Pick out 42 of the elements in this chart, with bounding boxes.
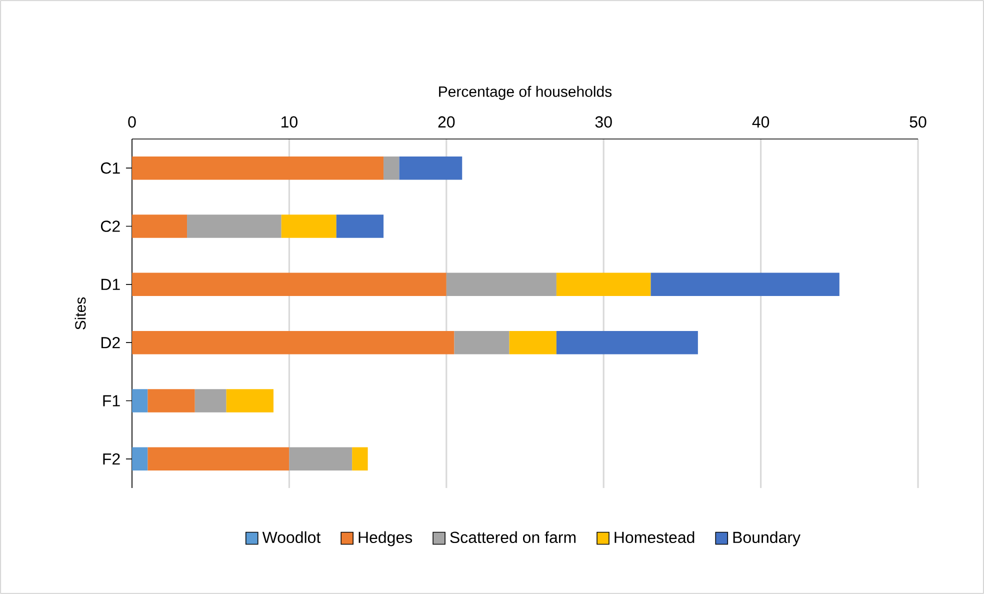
- bar: [454, 330, 510, 354]
- bar: [352, 447, 368, 471]
- bar: [281, 214, 336, 238]
- bar: [132, 156, 384, 180]
- y-tick-label: C1: [100, 162, 120, 174]
- bar: [556, 272, 651, 296]
- bar: [226, 389, 274, 412]
- legend-label: Woodlot: [262, 531, 321, 544]
- bar: [650, 272, 840, 296]
- bar: [556, 330, 698, 354]
- legend-label: Boundary: [733, 531, 800, 546]
- legend-label: Scattered on farm: [450, 531, 576, 544]
- bar: [148, 447, 290, 471]
- x-tick-label: 0: [128, 116, 136, 128]
- y-axis-title: Sites: [74, 297, 86, 330]
- y-tick-label: C2: [100, 220, 120, 232]
- x-tick-label: 50: [910, 116, 926, 128]
- y-tick-label: D1: [101, 278, 120, 290]
- bar: [148, 389, 195, 412]
- bar: [132, 214, 188, 238]
- bar: [187, 214, 282, 238]
- bar: [289, 447, 352, 471]
- x-axis-title: Percentage of households: [439, 86, 612, 100]
- bar: [132, 389, 148, 412]
- bar: [399, 156, 462, 180]
- bar: [132, 272, 446, 296]
- bar: [132, 330, 454, 354]
- x-tick-label: 30: [595, 116, 612, 128]
- bar: [132, 447, 148, 471]
- bar: [446, 272, 556, 296]
- y-tick-label: F2: [103, 453, 120, 465]
- bar: [509, 330, 556, 354]
- y-tick-label: F1: [103, 395, 120, 406]
- x-tick-label: 10: [282, 116, 298, 128]
- x-tick-label: 20: [438, 116, 455, 128]
- y-tick-label: D2: [101, 337, 120, 348]
- legend-label: Hedges: [358, 531, 412, 546]
- bar: [194, 389, 226, 412]
- bar: [384, 156, 400, 180]
- bar: [336, 214, 384, 238]
- x-tick-label: 40: [752, 116, 770, 128]
- legend-label: Homestead: [614, 531, 694, 544]
